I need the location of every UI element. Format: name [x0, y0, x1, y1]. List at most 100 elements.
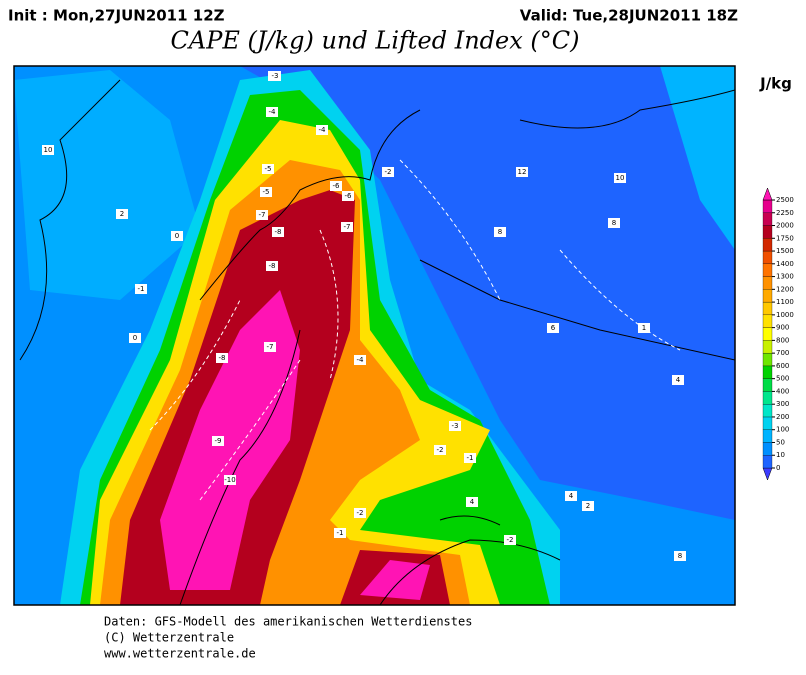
colorbar-label: 10	[776, 451, 785, 459]
colorbar-segment	[762, 365, 773, 379]
contour-label: -1	[467, 454, 474, 462]
colorbar-segment	[762, 378, 773, 392]
contour-label: -10	[224, 476, 235, 484]
colorbar-label: 400	[776, 387, 789, 395]
contour-label: -6	[345, 192, 353, 200]
contour-label-box	[316, 125, 328, 135]
colorbar-segment	[762, 429, 773, 443]
contour-label: -8	[275, 228, 282, 236]
contour-label: 6	[551, 324, 556, 332]
lifted-index-contour	[149, 159, 681, 501]
contour-label-box	[256, 210, 268, 220]
contour-label: 10	[44, 146, 53, 154]
colorbar-segment	[762, 263, 773, 277]
contour-label: -3	[452, 422, 459, 430]
contour-label: 4	[470, 498, 475, 506]
colorbar-segment	[762, 327, 773, 341]
contour-label-box	[354, 355, 366, 365]
colorbar-segment	[762, 455, 773, 469]
colorbar-segment	[762, 404, 773, 418]
contour-label-box	[608, 218, 620, 228]
field-extreme	[160, 290, 430, 600]
colorbar-segment	[762, 225, 773, 239]
contour-label: -4	[319, 126, 327, 134]
contour-label-box	[266, 261, 278, 271]
field-low	[660, 66, 735, 250]
contour-label-box	[341, 222, 353, 232]
contour-label: -9	[215, 437, 222, 445]
colorbar-label: 200	[776, 413, 789, 421]
contour-label: -1	[138, 285, 145, 293]
contour-label: 8	[678, 552, 682, 560]
colorbar-label: 2000	[776, 222, 794, 230]
contour-label-box	[516, 167, 528, 177]
map: -3-4-4-5-5-6-6-7-7-8-8-7-8-9-10-4-3-2-1-…	[13, 65, 736, 606]
colorbar-label: 1300	[776, 273, 794, 281]
contour-label-box	[565, 491, 577, 501]
contour-label-box	[672, 375, 684, 385]
contour-label-box	[216, 353, 228, 363]
contour-label-box	[212, 436, 224, 446]
contour-label-box	[135, 284, 147, 294]
colorbar-segment	[762, 442, 773, 456]
contour-label: -1	[337, 529, 344, 537]
contour-label: -3	[272, 72, 279, 80]
contour-label: 0	[133, 334, 137, 342]
contour-label-box	[262, 164, 274, 174]
contour-label-box	[494, 227, 506, 237]
contour-label-box	[334, 528, 346, 538]
contour-label-box	[224, 475, 236, 485]
map-title: CAPE (J/kg) und Lifted Index (°C)	[171, 27, 580, 55]
colorbar-segment	[762, 199, 773, 213]
colorbar-label: 2250	[776, 209, 794, 217]
colorbar-label: 1500	[776, 247, 794, 255]
contour-label-box	[269, 71, 281, 81]
contour-label: -6	[333, 182, 341, 190]
contour-label-box	[260, 187, 272, 197]
colorbar-label: 300	[776, 400, 789, 408]
footer-line: www.wetterzentrale.de	[104, 647, 256, 661]
contour-label: -7	[344, 223, 351, 231]
contour-label-box	[674, 551, 686, 561]
colorbar-label: 1400	[776, 260, 794, 268]
contour-label-box	[382, 167, 394, 177]
contour-label-box	[171, 231, 183, 241]
contour-label: -4	[357, 356, 365, 364]
contour-label: 2	[586, 502, 590, 510]
footer-line: (C) Wetterzentrale	[104, 631, 234, 645]
contour-label-box	[42, 145, 54, 155]
contour-label: -2	[507, 536, 514, 544]
contour-label-box	[342, 191, 354, 201]
contour-label: -8	[219, 354, 226, 362]
contour-label: -5	[263, 188, 270, 196]
contour-label: -5	[265, 165, 272, 173]
colorbar-label: 1100	[776, 298, 794, 306]
colorbar-end	[762, 187, 773, 201]
colorbar-label: 1200	[776, 285, 794, 293]
colorbar-label: 50	[776, 438, 785, 446]
colorbar-segment	[762, 289, 773, 303]
contour-label: 12	[518, 168, 527, 176]
colorbar-label: 600	[776, 362, 789, 370]
valid-time: Valid: Tue,28JUN2011 18Z	[520, 7, 738, 25]
contour-label-box	[129, 333, 141, 343]
contour-label: 8	[612, 219, 616, 227]
colorbar-segment	[762, 301, 773, 316]
contour-label-box	[264, 342, 276, 352]
contour-label-box	[638, 323, 650, 333]
colorbar-segment	[762, 314, 773, 328]
contour-label-box	[354, 508, 366, 518]
contour-label-box	[614, 173, 626, 183]
contour-label: -7	[267, 343, 274, 351]
colorbar-label: 0	[776, 464, 780, 472]
contour-label-box	[434, 445, 446, 455]
colorbar-label: 500	[776, 375, 789, 383]
contour-label-box	[330, 181, 342, 191]
contour-label-box	[464, 453, 476, 463]
colorbar-segment	[762, 250, 773, 264]
contour-label: 1	[642, 324, 646, 332]
colorbar-end	[762, 467, 773, 481]
contour-label-box	[504, 535, 516, 545]
